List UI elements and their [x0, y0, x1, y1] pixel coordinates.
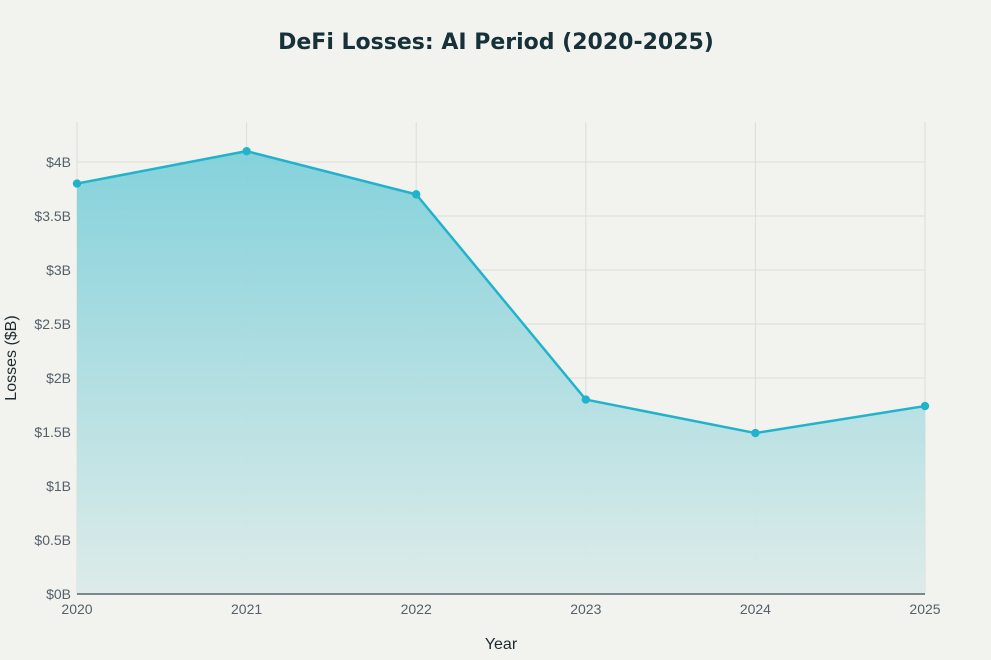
x-tick-label: 2024	[740, 601, 771, 617]
data-point-2022	[412, 190, 421, 199]
y-axis-title: Losses ($B)	[3, 315, 20, 400]
series-line-layer	[76, 149, 926, 435]
y-tick-label: $1B	[46, 478, 71, 494]
x-axis-title: Year	[485, 636, 518, 653]
data-point-2020	[72, 179, 82, 188]
x-tick-label: 2025	[909, 601, 940, 617]
x-tick-label: 2023	[570, 601, 601, 617]
y-tick-label: $0.5B	[34, 532, 71, 548]
data-point-2023	[581, 395, 590, 404]
x-axis-ticks: 2020 2021 2022 2023 2024 2025	[61, 601, 940, 617]
data-point-2024	[751, 428, 760, 438]
y-tick-label: $4B	[46, 154, 71, 170]
y-tick-label: $3B	[46, 262, 71, 278]
area-fill-layer	[77, 151, 925, 594]
y-tick-label: $3.5B	[34, 208, 71, 224]
data-point-2021	[242, 146, 251, 156]
series-line	[76, 149, 926, 435]
data-points	[72, 146, 930, 438]
y-axis-ticks: $0B $0.5B $1B $1.5B $2B $2.5B $3B $3.5B $4B	[34, 154, 71, 602]
y-tick-label: $2B	[46, 370, 71, 386]
area-fill	[77, 151, 925, 594]
x-tick-label: 2020	[61, 601, 92, 617]
y-tick-label: $1.5B	[34, 424, 71, 440]
y-tick-label: $0B	[46, 586, 71, 602]
chart-title: DeFi Losses: AI Period (2020-2025)	[278, 30, 714, 55]
x-tick-label: 2022	[401, 601, 432, 617]
data-point-2025	[920, 401, 930, 411]
x-tick-label: 2021	[231, 601, 262, 617]
y-tick-label: $2.5B	[34, 316, 71, 332]
